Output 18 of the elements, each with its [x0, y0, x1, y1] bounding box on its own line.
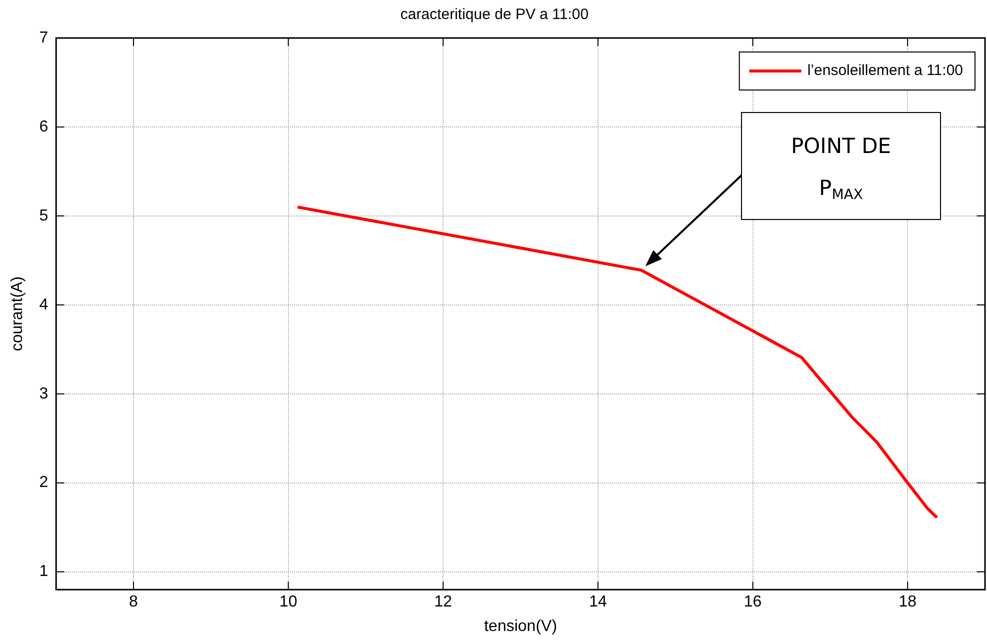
y-tick-label: 4 — [39, 296, 48, 314]
y-tick-label: 1 — [39, 563, 48, 580]
y-tick-label: 6 — [39, 118, 48, 136]
x-tick-label: 10 — [279, 594, 298, 611]
chart-title: caracteritique de PV a 11:00 — [400, 6, 589, 24]
x-tick-label: 12 — [434, 594, 452, 611]
legend-label: l’ensoleillement a 11:00 — [807, 62, 963, 80]
x-tick-label: 18 — [898, 594, 917, 611]
y-tick-label: 5 — [39, 207, 48, 224]
x-axis-title: tension(V) — [484, 618, 558, 635]
y-tick-label: 2 — [39, 474, 48, 492]
x-tick-label: 16 — [744, 594, 762, 611]
x-tick-label: 14 — [589, 594, 607, 611]
y-tick-label: 3 — [39, 385, 48, 402]
y-axis-title: courant(A) — [9, 276, 26, 352]
x-tick-label: 8 — [129, 594, 138, 611]
callout-box: POINT DE P$_{MAX}$ — [741, 112, 941, 220]
y-tick-label: 7 — [39, 29, 48, 46]
